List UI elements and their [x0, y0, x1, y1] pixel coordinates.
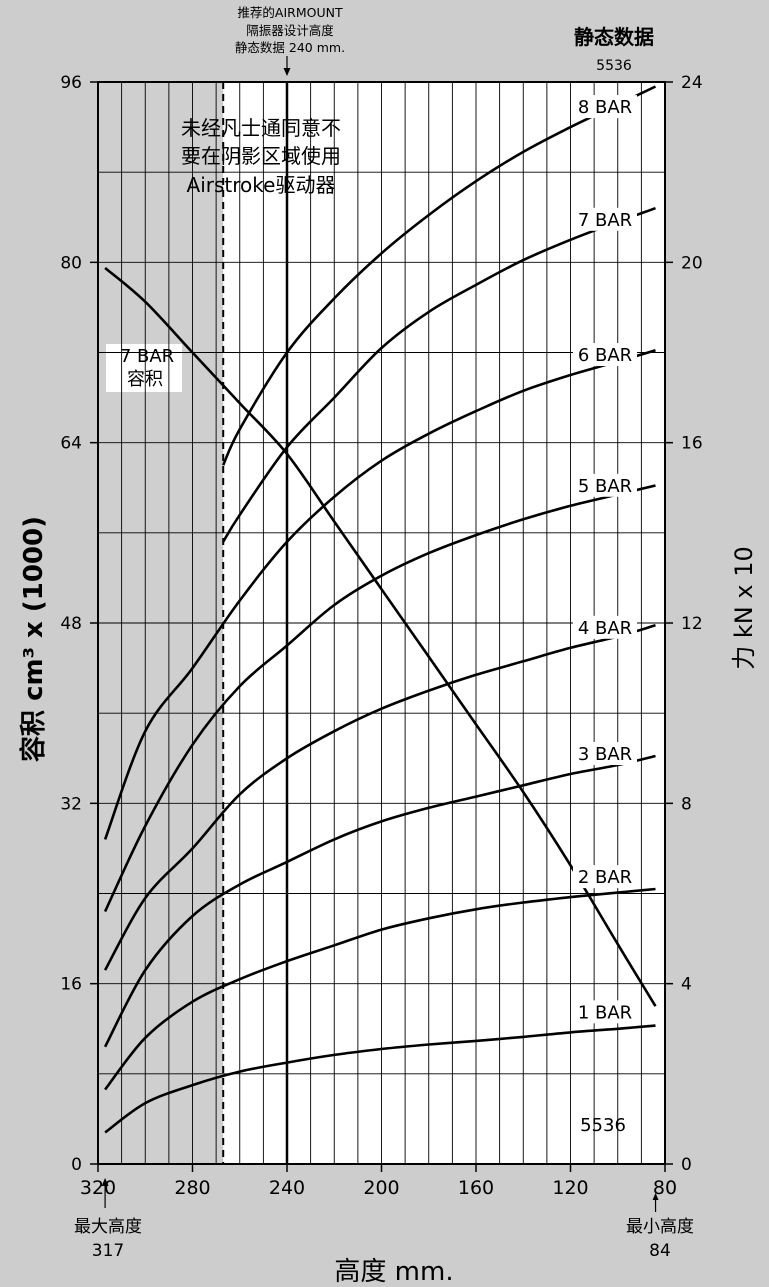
series-line-3-bar	[103, 754, 656, 1048]
series-label-bg-3-bar	[573, 742, 637, 766]
y-right-tick-label: 0	[681, 1155, 692, 1175]
y-axis-right-label: 力 kN x 10	[730, 546, 758, 669]
series-label-5-bar: 5 BAR	[578, 476, 632, 497]
series-line-5-bar	[103, 484, 656, 913]
series-label-3-bar: 3 BAR	[578, 744, 632, 765]
min-height-label: 最小高度	[626, 1217, 694, 1237]
y-right-tick-label: 4	[681, 975, 692, 995]
min-height-value: 84	[649, 1241, 671, 1261]
series-label-4-bar: 4 BAR	[578, 618, 632, 639]
shaded-region-note-line-2: 要在阴影区域使用	[181, 144, 341, 168]
y-right-tick-label: 8	[681, 794, 692, 814]
y-right-tick-label: 20	[681, 253, 703, 273]
x-tick-label: 160	[458, 1177, 494, 1199]
chart-title-number: 5536	[596, 58, 632, 74]
shaded-region-note-line-3: Airstroke驱动器	[187, 173, 336, 197]
x-tick-label: 80	[653, 1177, 677, 1199]
series-label-bg-5-bar	[573, 473, 637, 497]
y-left-tick-label: 80	[60, 253, 82, 273]
series-line-4-bar	[103, 624, 656, 971]
x-tick-label: 240	[269, 1177, 305, 1199]
volume-curve-label-line-2: 容积	[127, 369, 163, 390]
y-right-tick-label: 16	[681, 434, 703, 454]
y-left-tick-label: 16	[60, 975, 82, 995]
series-line-2-bar	[104, 887, 656, 1091]
series-line-8-bar	[222, 85, 657, 466]
max-height-label: 最大高度	[74, 1217, 142, 1237]
y-axis-left-label: 容积 cm³ x (1000)	[18, 516, 49, 762]
x-tick-label: 200	[363, 1177, 399, 1199]
series-label-7-bar: 7 BAR	[578, 210, 632, 231]
x-tick-label: 120	[552, 1177, 588, 1199]
y-left-tick-label: 64	[60, 434, 82, 454]
recommended-height-note-line-2: 隔振器设计高度	[246, 23, 334, 38]
recommended-height-note-line-3: 静态数据 240 mm.	[235, 40, 345, 55]
x-tick-label: 320	[80, 1177, 116, 1199]
y-left-tick-label: 0	[71, 1155, 82, 1175]
volume-curve-7-bar	[104, 267, 657, 1007]
series-label-bg-7-bar	[573, 207, 637, 231]
x-tick-label: 280	[174, 1177, 210, 1199]
series-label-1-bar: 1 BAR	[578, 1002, 632, 1023]
series-line-6-bar	[103, 348, 656, 840]
series-label-2-bar: 2 BAR	[578, 867, 632, 888]
recommended-height-note-line-1: 推荐的AIRMOUNT	[237, 5, 343, 20]
series-line-7-bar	[222, 206, 656, 543]
y-left-tick-label: 32	[60, 794, 82, 814]
y-left-tick-label: 96	[60, 73, 82, 93]
volume-curve-label-box	[106, 344, 182, 392]
volume-curve-label-line-1: 7 BAR	[120, 346, 174, 367]
max-height-value: 317	[92, 1241, 124, 1261]
series-label-bg-1-bar	[573, 1000, 637, 1024]
x-axis-label: 高度 mm.	[334, 1257, 453, 1287]
series-line-1-bar	[104, 1024, 656, 1134]
series-label-bg-8-bar	[573, 95, 637, 119]
series-label-6-bar: 6 BAR	[578, 345, 632, 366]
shaded-region-note-line-1: 未经凡士通同意不	[181, 116, 341, 140]
max-height-arrow-icon	[101, 1178, 109, 1186]
min-height-arrow-icon	[652, 1193, 659, 1200]
series-label-bg-4-bar	[573, 615, 637, 639]
shaded-region-note-box	[270, 104, 456, 202]
series-label-bg-2-bar	[573, 865, 637, 889]
y-left-tick-label: 48	[60, 614, 82, 634]
y-right-tick-label: 12	[681, 614, 703, 634]
chart-title: 静态数据	[574, 25, 654, 49]
part-number-label: 5536	[580, 1115, 626, 1136]
recommended-height-arrow-icon	[283, 68, 291, 76]
y-right-tick-label: 24	[681, 73, 703, 93]
series-label-8-bar: 8 BAR	[578, 97, 632, 118]
series-label-bg-6-bar	[573, 343, 637, 367]
